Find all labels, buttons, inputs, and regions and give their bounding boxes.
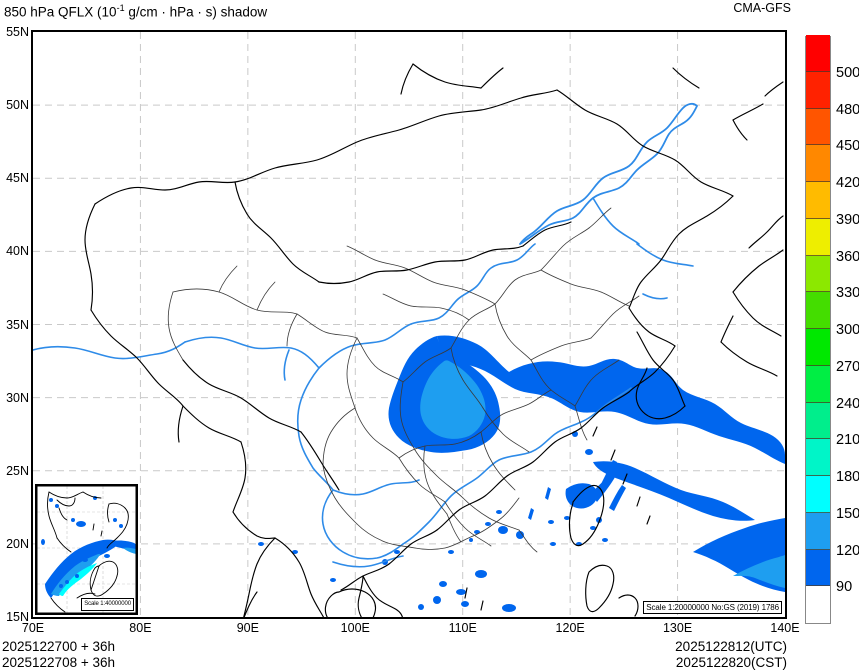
shade-philsea-core xyxy=(733,555,785,588)
lat-tick-label: 35N xyxy=(6,317,29,332)
shade-coastal-fragments xyxy=(258,431,608,612)
title-main: 850 hPa QFLX (10 xyxy=(4,4,117,20)
colorbar-divider xyxy=(806,144,830,146)
model-label: CMA-GFS xyxy=(733,1,791,15)
colorbar-divider xyxy=(806,401,830,403)
footer-init-time-utc: 2025122700 + 36h xyxy=(2,639,115,654)
lat-tick-label: 30N xyxy=(6,390,29,405)
footer-valid-time-utc: 2025122812(UTC) xyxy=(675,639,787,654)
lon-tick-label: 100E xyxy=(340,621,370,635)
colorbar-divider xyxy=(806,438,830,440)
colorbar-tick-label: 150 xyxy=(836,505,859,522)
shade-scs-plume xyxy=(437,335,785,464)
lat-tick-label: 45N xyxy=(6,171,29,186)
colorbar-tick-label: 300 xyxy=(836,322,859,338)
shade-scs-core xyxy=(420,360,486,439)
colorbar-divider xyxy=(806,70,830,72)
lon-tick-label: 130E xyxy=(662,621,693,635)
colorbar-tick-label: 480 xyxy=(836,101,859,118)
colorbar-segment xyxy=(806,439,830,476)
colorbar-tick-label: 270 xyxy=(836,358,859,375)
title-rest: g/cm · hPa · s) shadow xyxy=(124,4,268,20)
inset-scale-label: Scale 1:40000000 xyxy=(81,598,134,611)
map-panel[interactable]: Scale 1:20000000 No:GS (2019) 1786 xyxy=(31,30,787,619)
colorbar-divider xyxy=(806,254,830,256)
colorbar-divider xyxy=(806,511,830,513)
shade-ryukyu-blob xyxy=(591,470,619,502)
qflx-shading xyxy=(258,335,785,612)
colorbar-divider xyxy=(806,585,830,587)
colorbar-segment xyxy=(806,292,830,329)
title-exponent: -1 xyxy=(116,3,125,13)
inset-shading xyxy=(41,496,136,598)
colorbar[interactable] xyxy=(805,35,831,624)
map-scale-label: Scale 1:20000000 No:GS (2019) 1786 xyxy=(643,601,782,614)
rivers xyxy=(33,102,698,568)
colorbar-tick-label: 450 xyxy=(836,138,859,155)
colorbar-segment xyxy=(806,71,830,109)
colorbar-tick-label: 240 xyxy=(836,395,859,412)
colorbar-tick-label: 360 xyxy=(836,248,859,265)
colorbar-tick-label: 420 xyxy=(836,175,859,191)
footer-init-time-cst: 2025122708 + 36h xyxy=(2,655,115,670)
province-boundaries xyxy=(167,207,640,553)
colorbar-segment xyxy=(806,365,830,403)
shade-ryukyu-streak-1 xyxy=(601,460,617,486)
coastlines-and-borders xyxy=(84,63,784,617)
lon-tick-label: 90E xyxy=(236,621,259,635)
lon-tick-label: 140E xyxy=(770,621,800,635)
footer-valid-time-cst: 2025122820(CST) xyxy=(675,655,787,670)
lat-tick-label: 25N xyxy=(6,463,29,478)
lon-tick-label: 80E xyxy=(129,621,152,635)
lat-tick-label: 15N xyxy=(6,610,29,624)
lon-tick-label: 120E xyxy=(555,621,585,635)
colorbar-segment xyxy=(806,329,830,366)
colorbar-divider xyxy=(806,107,830,109)
colorbar-segment xyxy=(806,476,830,513)
colorbar-tick-label: 210 xyxy=(836,432,859,449)
colorbar-segment xyxy=(806,549,830,587)
colorbar-tick-label: 120 xyxy=(836,542,859,559)
colorbar-divider xyxy=(806,548,830,550)
colorbar-divider xyxy=(806,328,830,329)
map-graphic xyxy=(33,32,785,617)
colorbar-tick-label: 390 xyxy=(836,211,859,228)
lat-tick-label: 40N xyxy=(6,244,29,259)
shade-ryukyu-streak-2 xyxy=(609,485,626,511)
latitude-axis: 15N 20N 25N 30N 35N 40N 45N 50N 55N xyxy=(0,0,29,671)
colorbar-tick-label: 180 xyxy=(836,469,859,485)
colorbar-tick-label: 500 xyxy=(836,64,859,81)
colorbar-segment xyxy=(806,586,830,623)
inset-map-graphic xyxy=(37,486,136,613)
colorbar-segment xyxy=(806,402,830,440)
lat-tick-label: 50N xyxy=(6,98,29,113)
colorbar-segment xyxy=(806,182,830,219)
colorbar-segment xyxy=(806,145,830,182)
colorbar-tick-label: 90 xyxy=(836,579,853,596)
colorbar-tick-label: 330 xyxy=(836,285,859,302)
lon-tick-label: 70E xyxy=(21,621,45,635)
page-title: 850 hPa QFLX (10-1 g/cm · hPa · s) shado… xyxy=(4,1,267,20)
inset-coastlines xyxy=(47,491,129,613)
colorbar-divider xyxy=(806,181,830,182)
lon-tick-label: 110E xyxy=(448,621,477,635)
colorbar-divider xyxy=(806,291,830,293)
shade-plume-se-extension xyxy=(593,461,755,521)
colorbar-divider xyxy=(806,364,830,366)
colorbar-segment xyxy=(806,218,830,256)
longitude-axis: 70E 80E 90E 100E 110E 120E 130E 140E xyxy=(0,621,859,639)
colorbar-segment xyxy=(806,35,830,72)
colorbar-segment xyxy=(806,512,830,550)
colorbar-segment xyxy=(806,255,830,293)
inset-map-panel[interactable]: Scale 1:40000000 xyxy=(35,484,138,615)
colorbar-divider xyxy=(806,475,830,476)
inset-gridlines xyxy=(37,486,136,613)
lat-tick-label: 55N xyxy=(6,25,29,39)
colorbar-divider xyxy=(806,217,830,219)
lat-tick-label: 20N xyxy=(6,536,29,551)
colorbar-segment xyxy=(806,108,830,146)
